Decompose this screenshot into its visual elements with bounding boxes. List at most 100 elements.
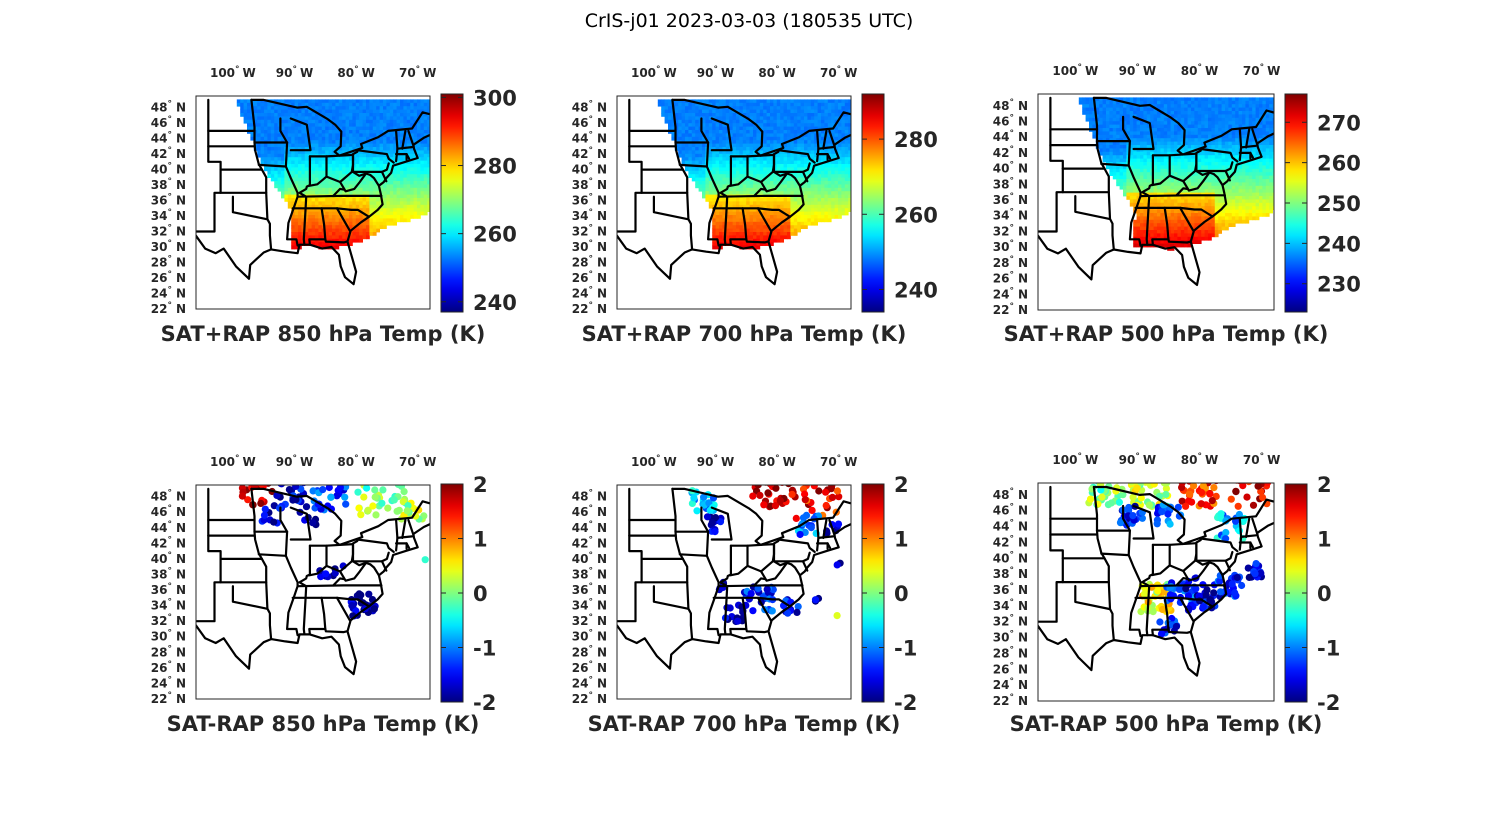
field-cell: [345, 109, 350, 114]
field-cell: [1153, 196, 1158, 200]
field-cell: [827, 194, 832, 199]
field-cell: [403, 164, 408, 168]
field-cell: [308, 204, 312, 209]
field-cell: [1163, 233, 1168, 238]
field-cell: [345, 106, 350, 110]
field-cell: [417, 177, 421, 182]
field-cell: [1174, 158, 1178, 163]
field-cell: [688, 119, 693, 124]
field-cell: [338, 232, 343, 236]
data-layer: [236, 99, 430, 250]
field-cell: [1157, 202, 1161, 207]
field-cell: [410, 119, 414, 124]
field-cell: [817, 136, 822, 141]
field-cell: [1170, 196, 1175, 200]
field-cell: [753, 167, 757, 172]
field-cell: [355, 136, 360, 141]
field-cell: [780, 221, 784, 226]
field-cell: [841, 204, 846, 209]
field-cell: [715, 130, 720, 134]
field-cell: [264, 153, 268, 158]
field-cell: [705, 198, 710, 202]
field-cell: [315, 164, 319, 168]
field-cell: [817, 191, 822, 195]
field-cell: [780, 211, 784, 216]
field-cell: [753, 157, 757, 161]
field-cell: [742, 181, 747, 185]
field-cell: [810, 177, 815, 182]
field-cell: [770, 198, 774, 202]
field-cell: [1146, 240, 1151, 244]
field-cell: [763, 204, 767, 209]
field-cell: [834, 147, 839, 151]
field-cell: [739, 174, 744, 178]
field-cell: [756, 245, 761, 250]
field-cell: [318, 170, 323, 175]
field-cell: [1106, 114, 1110, 119]
field-cell: [756, 119, 761, 124]
field-cell: [393, 177, 397, 182]
field-cell: [328, 99, 333, 104]
field-cell: [274, 174, 278, 178]
field-cell: [844, 99, 849, 104]
field-cell: [1119, 107, 1124, 112]
field-cell: [763, 99, 767, 104]
field-cell: [793, 109, 798, 114]
field-cell: [719, 218, 723, 223]
field-cell: [725, 150, 730, 155]
field-cell: [1129, 104, 1134, 108]
field-cell: [821, 123, 825, 127]
field-cell: [1116, 121, 1120, 125]
field-cell: [793, 106, 798, 110]
field-cell: [332, 218, 336, 223]
field-cell: [810, 174, 815, 178]
field-cell: [1153, 121, 1158, 125]
field-cell: [400, 167, 404, 172]
field-cell: [376, 204, 380, 209]
field-cell: [318, 235, 323, 240]
field-cell: [328, 160, 333, 165]
field-cell: [766, 126, 771, 131]
field-cell: [793, 164, 798, 168]
field-cell: [664, 106, 669, 110]
field-cell: [298, 232, 302, 236]
field-cell: [308, 228, 312, 233]
field-cell: [841, 133, 846, 138]
field-cell: [746, 136, 750, 141]
field-cell: [783, 208, 788, 212]
field-cell: [681, 130, 686, 134]
field-cell: [790, 109, 795, 114]
field-cell: [848, 136, 851, 141]
field-cell: [335, 167, 340, 172]
field-cell: [427, 116, 430, 121]
field-cell: [362, 123, 367, 127]
field-cell: [1184, 121, 1188, 125]
field-cell: [691, 119, 696, 124]
field-cell: [257, 109, 261, 114]
field-cell: [291, 221, 295, 226]
field-cell: [732, 242, 737, 246]
field-cell: [369, 140, 374, 144]
field-cell: [328, 167, 333, 172]
field-cell: [770, 242, 774, 246]
field-cell: [1146, 192, 1151, 197]
field-cell: [1146, 175, 1151, 180]
field-cell: [386, 191, 391, 195]
field-cell: [725, 140, 730, 144]
field-cell: [770, 157, 774, 161]
field-cell: [1116, 100, 1120, 105]
field-cell: [1174, 151, 1178, 156]
field-cell: [383, 106, 387, 110]
field-cell: [729, 208, 733, 212]
field-cell: [420, 170, 425, 175]
field-cell: [1089, 114, 1093, 119]
field-cell: [410, 116, 414, 121]
field-cell: [817, 204, 822, 209]
field-cell: [427, 109, 430, 114]
field-cell: [1150, 117, 1154, 122]
field-cell: [838, 187, 842, 192]
field-cell: [821, 187, 825, 192]
field-cell: [1180, 223, 1185, 227]
field-cell: [301, 191, 306, 195]
state-outline: [231, 195, 268, 221]
